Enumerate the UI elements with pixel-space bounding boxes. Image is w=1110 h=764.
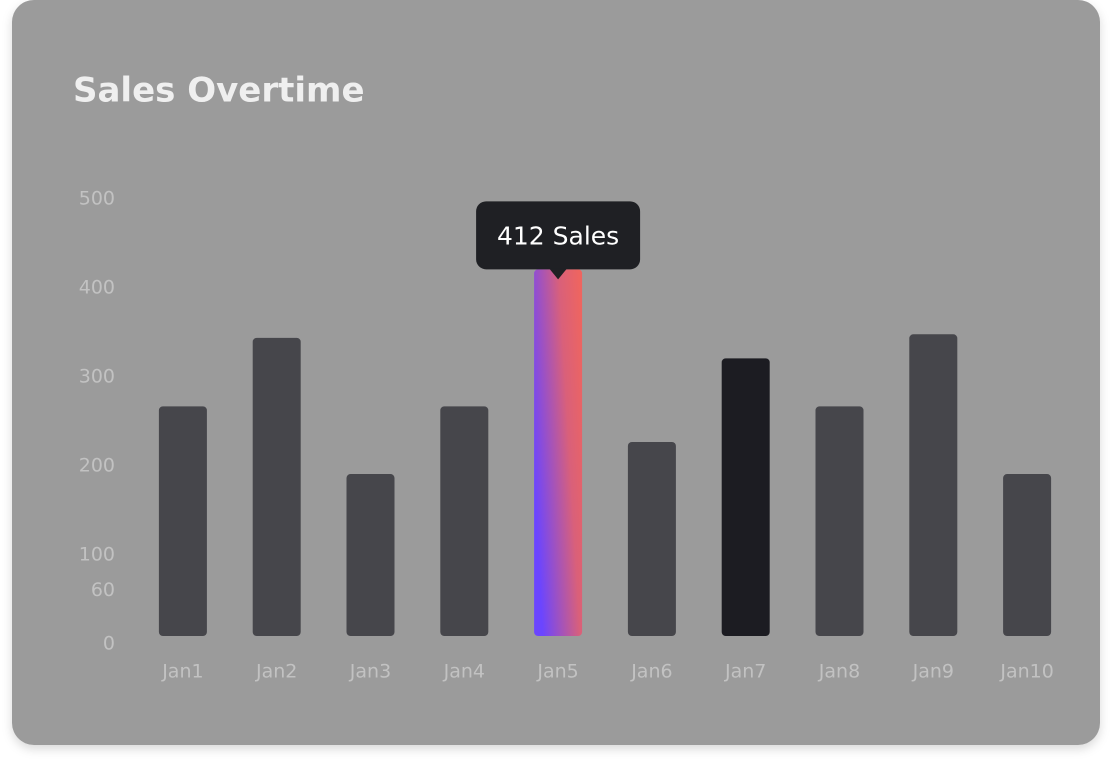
x-tick-label: Jan2 xyxy=(255,661,297,683)
bar xyxy=(721,358,770,636)
chart-title: Sales Overtime xyxy=(73,71,365,111)
x-tick-label: Jan9 xyxy=(912,661,954,683)
y-tick-label: 60 xyxy=(91,579,115,601)
x-tick-label: Jan3 xyxy=(349,661,391,683)
y-tick-label: 500 xyxy=(79,188,115,210)
bar xyxy=(440,406,489,636)
y-tick-label: 400 xyxy=(79,277,115,299)
x-tick-label: Jan1 xyxy=(161,661,203,683)
bar xyxy=(534,269,583,636)
y-tick-label: 100 xyxy=(79,544,115,566)
bar xyxy=(627,441,676,636)
bar xyxy=(1003,474,1052,636)
x-tick-label: Jan8 xyxy=(818,661,860,683)
tooltip xyxy=(476,201,641,270)
x-tick-label: Jan7 xyxy=(724,661,766,683)
x-tick-label: Jan6 xyxy=(630,661,672,683)
y-tick-label: 200 xyxy=(79,455,115,477)
bar xyxy=(158,406,207,636)
y-tick-label: 0 xyxy=(103,633,115,655)
x-tick-label: Jan4 xyxy=(443,661,485,683)
bar xyxy=(252,337,301,636)
bar xyxy=(815,406,864,636)
x-tick-label: Jan5 xyxy=(536,661,578,683)
y-tick-label: 300 xyxy=(79,366,115,388)
x-tick-label: Jan10 xyxy=(999,661,1053,683)
bar xyxy=(346,474,395,636)
tooltip-pointer xyxy=(549,268,568,280)
tooltip-label: 412 Sales xyxy=(497,221,619,250)
bar xyxy=(909,334,958,636)
